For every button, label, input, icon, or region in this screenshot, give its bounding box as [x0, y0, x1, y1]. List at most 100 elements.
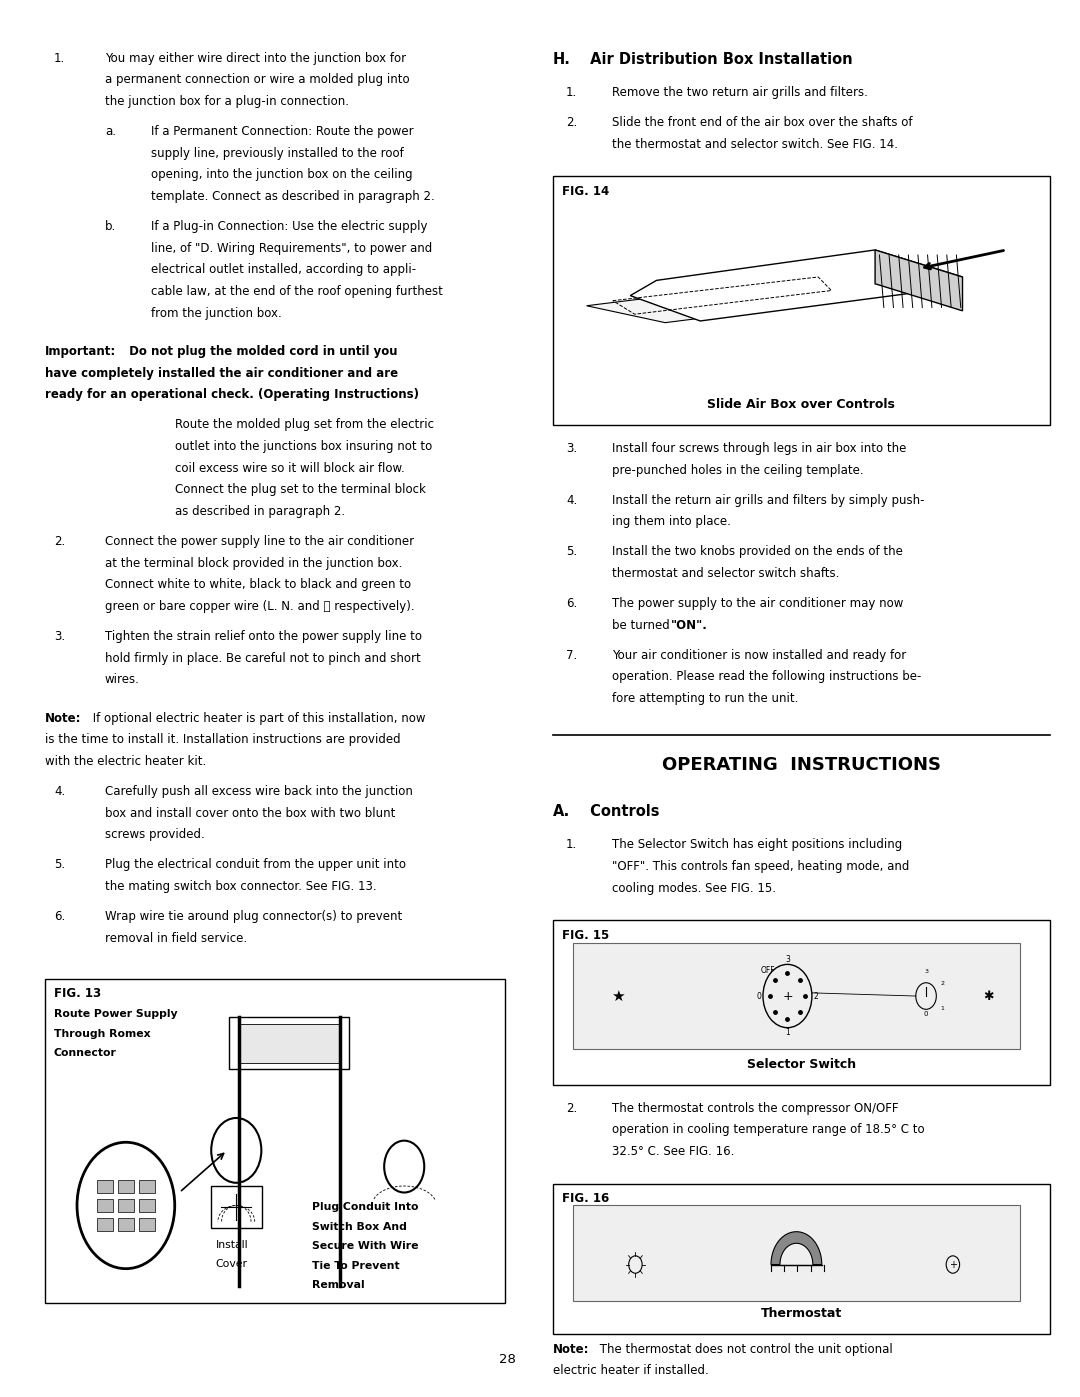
FancyBboxPatch shape — [118, 1179, 134, 1193]
Text: 3: 3 — [785, 956, 789, 964]
FancyBboxPatch shape — [97, 1179, 113, 1193]
Text: coil excess wire so it will block air flow.: coil excess wire so it will block air fl… — [175, 461, 405, 475]
Text: wires.: wires. — [105, 673, 139, 686]
Text: is the time to install it. Installation instructions are provided: is the time to install it. Installation … — [45, 733, 401, 746]
FancyBboxPatch shape — [553, 1183, 1050, 1334]
Text: cable law, at the end of the roof opening furthest: cable law, at the end of the roof openin… — [151, 285, 443, 298]
Text: 1: 1 — [941, 1006, 944, 1011]
Text: Through Romex: Through Romex — [54, 1028, 150, 1039]
Text: Connect white to white, black to black and green to: Connect white to white, black to black a… — [105, 578, 410, 591]
Text: 1: 1 — [785, 1028, 789, 1037]
Text: Controls: Controls — [585, 803, 660, 819]
Text: The thermostat does not control the unit optional: The thermostat does not control the unit… — [596, 1343, 893, 1356]
FancyBboxPatch shape — [572, 943, 1020, 1049]
Text: 1.: 1. — [54, 52, 65, 64]
Text: Tighten the strain relief onto the power supply line to: Tighten the strain relief onto the power… — [105, 630, 422, 643]
Text: Route the molded plug set from the electric: Route the molded plug set from the elect… — [175, 418, 434, 432]
Text: 5.: 5. — [54, 858, 65, 872]
Text: green or bare copper wire (L. N. and ⏚ respectively).: green or bare copper wire (L. N. and ⏚ r… — [105, 599, 415, 613]
Text: "ON".: "ON". — [671, 619, 707, 631]
Text: b.: b. — [105, 219, 116, 233]
Text: box and install cover onto the box with two blunt: box and install cover onto the box with … — [105, 806, 395, 820]
Text: The thermostat controls the compressor ON/OFF: The thermostat controls the compressor O… — [612, 1102, 899, 1115]
FancyBboxPatch shape — [138, 1218, 154, 1231]
Text: If optional electric heater is part of this installation, now: If optional electric heater is part of t… — [89, 711, 426, 725]
Text: 7.: 7. — [566, 648, 577, 662]
Text: electrical outlet installed, according to appli-: electrical outlet installed, according t… — [151, 263, 416, 277]
Text: Remove the two return air grills and filters.: Remove the two return air grills and fil… — [612, 87, 868, 99]
Text: Do not plug the molded cord in until you: Do not plug the molded cord in until you — [125, 345, 397, 358]
Polygon shape — [631, 250, 962, 321]
FancyBboxPatch shape — [118, 1218, 134, 1231]
FancyBboxPatch shape — [211, 1186, 261, 1228]
Text: from the junction box.: from the junction box. — [151, 306, 282, 320]
Text: have completely installed the air conditioner and are: have completely installed the air condit… — [45, 366, 399, 380]
FancyBboxPatch shape — [553, 176, 1050, 425]
FancyBboxPatch shape — [138, 1199, 154, 1213]
Text: removal in field service.: removal in field service. — [105, 932, 247, 944]
Text: FIG. 14: FIG. 14 — [562, 184, 609, 198]
FancyBboxPatch shape — [553, 921, 1050, 1085]
Text: 1.: 1. — [566, 838, 577, 852]
Text: 6.: 6. — [566, 597, 577, 610]
Text: operation in cooling temperature range of 18.5° C to: operation in cooling temperature range o… — [612, 1123, 924, 1137]
Text: Tie To Prevent: Tie To Prevent — [312, 1260, 400, 1271]
Text: Plug the electrical conduit from the upper unit into: Plug the electrical conduit from the upp… — [105, 858, 406, 872]
Text: Note:: Note: — [553, 1343, 590, 1356]
Text: 3.: 3. — [54, 630, 65, 643]
Text: Removal: Removal — [312, 1280, 365, 1291]
Polygon shape — [771, 1232, 822, 1264]
Text: 1.: 1. — [566, 87, 577, 99]
Text: Wrap wire tie around plug connector(s) to prevent: Wrap wire tie around plug connector(s) t… — [105, 909, 402, 923]
Text: 0: 0 — [923, 1011, 929, 1017]
Text: If a Plug-in Connection: Use the electric supply: If a Plug-in Connection: Use the electri… — [151, 219, 428, 233]
Text: Secure With Wire: Secure With Wire — [312, 1241, 419, 1252]
Text: 2.: 2. — [566, 116, 577, 130]
Text: line, of "D. Wiring Requirements", to power and: line, of "D. Wiring Requirements", to po… — [151, 242, 432, 254]
Text: 6.: 6. — [54, 909, 65, 923]
Text: OPERATING  INSTRUCTIONS: OPERATING INSTRUCTIONS — [662, 756, 941, 774]
Text: Route Power Supply: Route Power Supply — [54, 1009, 177, 1020]
Text: Install the two knobs provided on the ends of the: Install the two knobs provided on the en… — [612, 545, 903, 559]
Text: electric heater if installed.: electric heater if installed. — [553, 1365, 708, 1377]
Text: +: + — [782, 989, 793, 1003]
Text: the thermostat and selector switch. See FIG. 14.: the thermostat and selector switch. See … — [612, 138, 899, 151]
Text: Plug Conduit Into: Plug Conduit Into — [312, 1201, 419, 1213]
Text: with the electric heater kit.: with the electric heater kit. — [45, 754, 206, 768]
Text: A.: A. — [553, 803, 570, 819]
Text: outlet into the junctions box insuring not to: outlet into the junctions box insuring n… — [175, 440, 432, 453]
Circle shape — [77, 1143, 175, 1268]
Text: Install four screws through legs in air box into the: Install four screws through legs in air … — [612, 441, 907, 455]
Text: 3.: 3. — [566, 441, 577, 455]
Text: Slide Air Box over Controls: Slide Air Box over Controls — [707, 398, 895, 411]
Text: ready for an operational check. (Operating Instructions): ready for an operational check. (Operati… — [45, 388, 419, 401]
Text: Thermostat: Thermostat — [760, 1308, 842, 1320]
Text: ★: ★ — [610, 989, 624, 1003]
Text: Install the return air grills and filters by simply push-: Install the return air grills and filter… — [612, 493, 924, 507]
Polygon shape — [875, 250, 962, 310]
Text: template. Connect as described in paragraph 2.: template. Connect as described in paragr… — [151, 190, 435, 203]
Text: Air Distribution Box Installation: Air Distribution Box Installation — [585, 52, 853, 67]
Text: +: + — [949, 1260, 957, 1270]
Text: Important:: Important: — [45, 345, 117, 358]
Text: 0: 0 — [757, 992, 761, 1000]
Text: Install: Install — [216, 1239, 248, 1250]
Text: The Selector Switch has eight positions including: The Selector Switch has eight positions … — [612, 838, 903, 852]
FancyBboxPatch shape — [239, 1024, 340, 1063]
Text: If a Permanent Connection: Route the power: If a Permanent Connection: Route the pow… — [151, 124, 414, 138]
Text: "OFF". This controls fan speed, heating mode, and: "OFF". This controls fan speed, heating … — [612, 861, 909, 873]
Text: Selector Switch: Selector Switch — [746, 1058, 856, 1071]
Text: OFF: OFF — [760, 965, 774, 975]
Text: Carefully push all excess wire back into the junction: Carefully push all excess wire back into… — [105, 785, 413, 798]
FancyBboxPatch shape — [572, 1204, 1020, 1301]
Text: pre-punched holes in the ceiling template.: pre-punched holes in the ceiling templat… — [612, 464, 864, 476]
Text: Connect the plug set to the terminal block: Connect the plug set to the terminal blo… — [175, 483, 426, 496]
Text: as described in paragraph 2.: as described in paragraph 2. — [175, 504, 346, 518]
Text: The power supply to the air conditioner may now: The power supply to the air conditioner … — [612, 597, 904, 610]
Text: 2: 2 — [813, 992, 818, 1000]
Text: Note:: Note: — [45, 711, 82, 725]
Text: FIG. 13: FIG. 13 — [54, 986, 102, 1000]
Text: ✱: ✱ — [984, 989, 994, 1003]
Text: 4.: 4. — [566, 493, 577, 507]
FancyBboxPatch shape — [97, 1218, 113, 1231]
